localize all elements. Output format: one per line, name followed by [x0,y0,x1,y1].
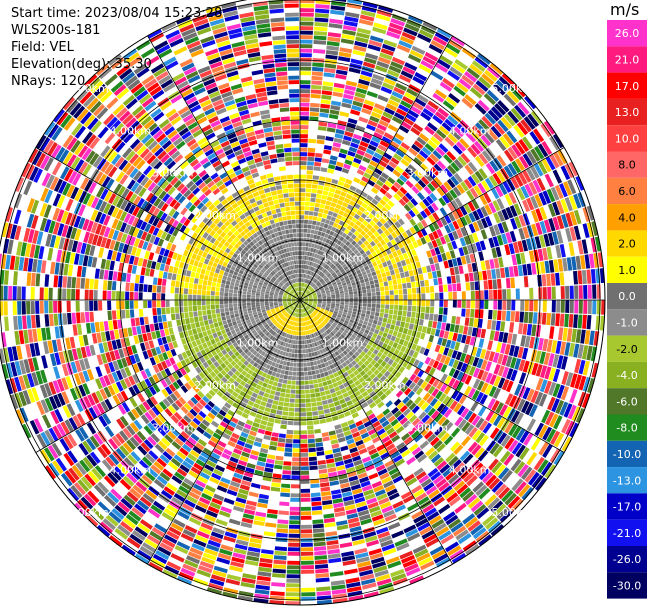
azimuth-spoke [147,35,301,301]
ring-label: 1.00km [322,252,364,265]
ring-label: 3.00km [152,421,194,434]
colorbar-tick-label: 8.0 [618,159,636,172]
nrays-label: NRays: 120 [11,74,86,89]
colorbar: 26.0 21.0 17.0 13.0 10.0 8.0 6.0 4.0 2.0 1.0 0.0 -1… [607,20,647,599]
colorbar-tick-label: -13.0 [613,474,641,487]
colorbar-tick-label: 13.0 [615,106,640,119]
ring-label: 2.00km [364,379,406,392]
colorbar-segment [607,151,647,178]
colorbar-tick-label: 6.0 [618,185,636,198]
colorbar-segment [607,388,647,415]
colorbar-tick-label: -26.0 [613,553,641,566]
colorbar-segment [607,493,647,520]
colorbar-tick-label: -30.0 [613,579,641,592]
colorbar-segment [607,309,647,336]
colorbar-segment [607,125,647,152]
colorbar-segment [607,572,647,599]
field-label: Field: VEL [11,40,74,55]
ring-label: 5.00km [67,82,109,95]
colorbar-tick-label: 10.0 [615,132,640,145]
colorbar-segment [607,204,647,231]
ring-label: 1.00km [237,336,279,349]
ring-label: 3.00km [152,167,194,180]
ring-label: 3.00km [406,167,448,180]
ring-label: 1.00km [237,252,279,265]
start-time-label: Start time: 2023/08/04 15:23:28 [11,6,223,21]
ring-label: 4.00km [110,124,152,137]
colorbar-segment [607,20,647,47]
colorbar-tick-label: 26.0 [615,27,640,40]
colorbar-segment [607,177,647,205]
colorbar-segment [607,98,647,126]
ring-labels: 1.00km 1.00km 1.00km 1.00km 2.00km 2.00km 2.00… [67,82,533,519]
ring-label: 1.00km [322,336,364,349]
colorbar-tick-label: -10.0 [613,448,641,461]
ring-label: 5.00km [491,506,533,519]
colorbar-segment [607,519,647,546]
azimuth-spoke [299,35,453,301]
colorbar-segment [607,440,647,468]
colorbar-tick-label: -17.0 [613,501,641,514]
colorbar-tick-label: 0.0 [618,290,636,303]
ppi-gates [0,0,605,605]
colorbar-segment [607,467,647,494]
elevation-label: Elevation(deg): 35.30 [11,57,152,72]
ring-label: 5.00km [67,506,109,519]
colorbar-segment [607,283,647,310]
colorbar-tick-label: -6.0 [616,395,637,408]
azimuth-spoke [299,147,565,301]
colorbar-tick-label: -1.0 [616,316,637,329]
azimuth-spoke [299,299,453,565]
ring-label: 5.00km [491,82,533,95]
colorbar-segment [607,414,647,441]
colorbar-tick-label: 17.0 [615,80,640,93]
azimuth-spoke [35,147,301,301]
colorbar-tick-label: 2.0 [618,238,636,251]
colorbar-tick-label: 1.0 [618,264,636,277]
colorbar-segment [607,46,647,73]
colorbar-tick-label: -8.0 [616,422,637,435]
azimuth-spoke [147,299,301,565]
azimuth-spoke [299,299,565,453]
ring-label: 4.00km [110,464,152,477]
colorbar-tick-label: -21.0 [613,527,641,540]
colorbar-segment [607,361,647,389]
colorbar-segment [607,72,647,99]
colorbar-segment [607,256,647,283]
ring-label: 4.00km [449,124,491,137]
colorbar-tick-label: -4.0 [616,369,637,382]
ring-label: 2.00km [194,209,236,222]
ring-label: 2.00km [364,209,406,222]
ring-label: 3.00km [406,421,448,434]
station-label: WLS200s-181 [11,23,101,38]
ring-label: 4.00km [449,464,491,477]
colorbar-tick-label: 4.0 [618,211,636,224]
colorbar-tick-label: -2.0 [616,343,637,356]
colorbar-segment [607,230,647,257]
azimuth-spokes [0,0,605,605]
colorbar-segment [607,546,647,573]
colorbar-tick-label: 21.0 [615,53,640,66]
colorbar-segment [607,335,647,362]
ring-label: 2.00km [194,379,236,392]
colorbar-unit-label: m/s [610,0,640,19]
azimuth-spoke [35,299,301,453]
